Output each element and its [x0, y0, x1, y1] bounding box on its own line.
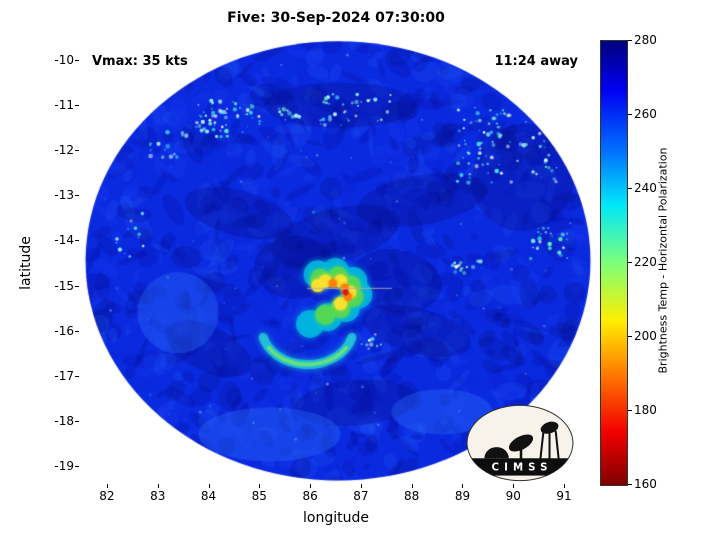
- tick-mark: [75, 195, 79, 197]
- colorbar-tick-label: 180: [634, 403, 657, 417]
- chart-title: Five: 30-Sep-2024 07:30:00: [227, 10, 445, 26]
- colorbar-tick-label: 200: [634, 329, 657, 343]
- tick-mark: [628, 40, 632, 41]
- tick-mark: [628, 410, 632, 411]
- x-tick-label: 82: [99, 489, 115, 503]
- tick-mark: [628, 114, 632, 115]
- tick-mark: [75, 330, 79, 332]
- logo-dish-icon: [508, 434, 534, 460]
- y-tick-label: -16: [54, 323, 74, 338]
- y-tick-label: -11: [54, 98, 74, 113]
- tick-mark: [259, 484, 261, 488]
- tick-mark: [628, 262, 632, 263]
- x-tick-label: 90: [505, 489, 521, 503]
- logo-tower-icon: [539, 421, 560, 460]
- tick-mark: [208, 484, 210, 488]
- tick-mark: [75, 465, 79, 467]
- x-tick-label: 86: [302, 489, 318, 503]
- tick-mark: [75, 285, 79, 287]
- colorbar-tick-label: 220: [634, 255, 657, 269]
- y-tick-label: -10: [54, 53, 74, 68]
- tick-mark: [75, 105, 79, 107]
- x-tick-label: 84: [200, 489, 217, 503]
- tick-mark: [106, 484, 108, 488]
- logo-dome-icon: [484, 447, 509, 459]
- tick-mark: [462, 484, 464, 488]
- tick-mark: [75, 240, 79, 242]
- vmax-annotation: Vmax: 35 kts: [92, 54, 188, 69]
- colorbar-tick-label: 260: [634, 107, 657, 121]
- tick-mark: [75, 60, 79, 62]
- y-tick-label: -12: [54, 143, 74, 158]
- y-tick-label: -14: [54, 233, 74, 248]
- tick-mark: [75, 375, 79, 377]
- y-tick-label: -17: [54, 368, 74, 383]
- colorbar-label: Brightness Temp - Horizontal Polarizatio…: [656, 147, 670, 374]
- tick-mark: [310, 484, 312, 488]
- tick-mark: [75, 150, 79, 152]
- tick-mark: [411, 484, 413, 488]
- colorbar-tick-label: 160: [634, 477, 657, 491]
- tick-mark: [628, 188, 632, 189]
- tick-mark: [513, 484, 515, 488]
- x-tick-label: 91: [556, 489, 572, 503]
- y-tick-label: -18: [54, 413, 74, 428]
- logo-band: [467, 458, 573, 476]
- cimss-logo: CIMSS: [466, 404, 574, 482]
- x-axis-label: longitude: [303, 510, 369, 526]
- colorbar-tick-label: 240: [634, 181, 657, 195]
- tick-mark: [360, 484, 362, 488]
- y-tick-label: -15: [54, 278, 74, 293]
- y-tick-label: -13: [54, 188, 74, 203]
- x-tick-label: 83: [150, 489, 166, 503]
- tick-mark: [628, 484, 632, 485]
- tick-mark: [75, 420, 79, 422]
- cimss-logo-text: CIMSS: [492, 462, 553, 473]
- colorbar: [600, 40, 628, 486]
- colorbar-tick-label: 280: [634, 33, 657, 47]
- x-tick-label: 87: [353, 489, 369, 503]
- x-tick-label: 85: [251, 489, 267, 503]
- x-tick-label: 88: [404, 489, 420, 503]
- eta-annotation: 11:24 away: [494, 54, 578, 69]
- tick-mark: [628, 336, 632, 337]
- tick-mark: [564, 484, 566, 488]
- tick-mark: [157, 484, 159, 488]
- y-axis-label: latitude: [18, 236, 34, 290]
- y-tick-label: -19: [54, 458, 74, 473]
- x-tick-label: 89: [454, 489, 471, 503]
